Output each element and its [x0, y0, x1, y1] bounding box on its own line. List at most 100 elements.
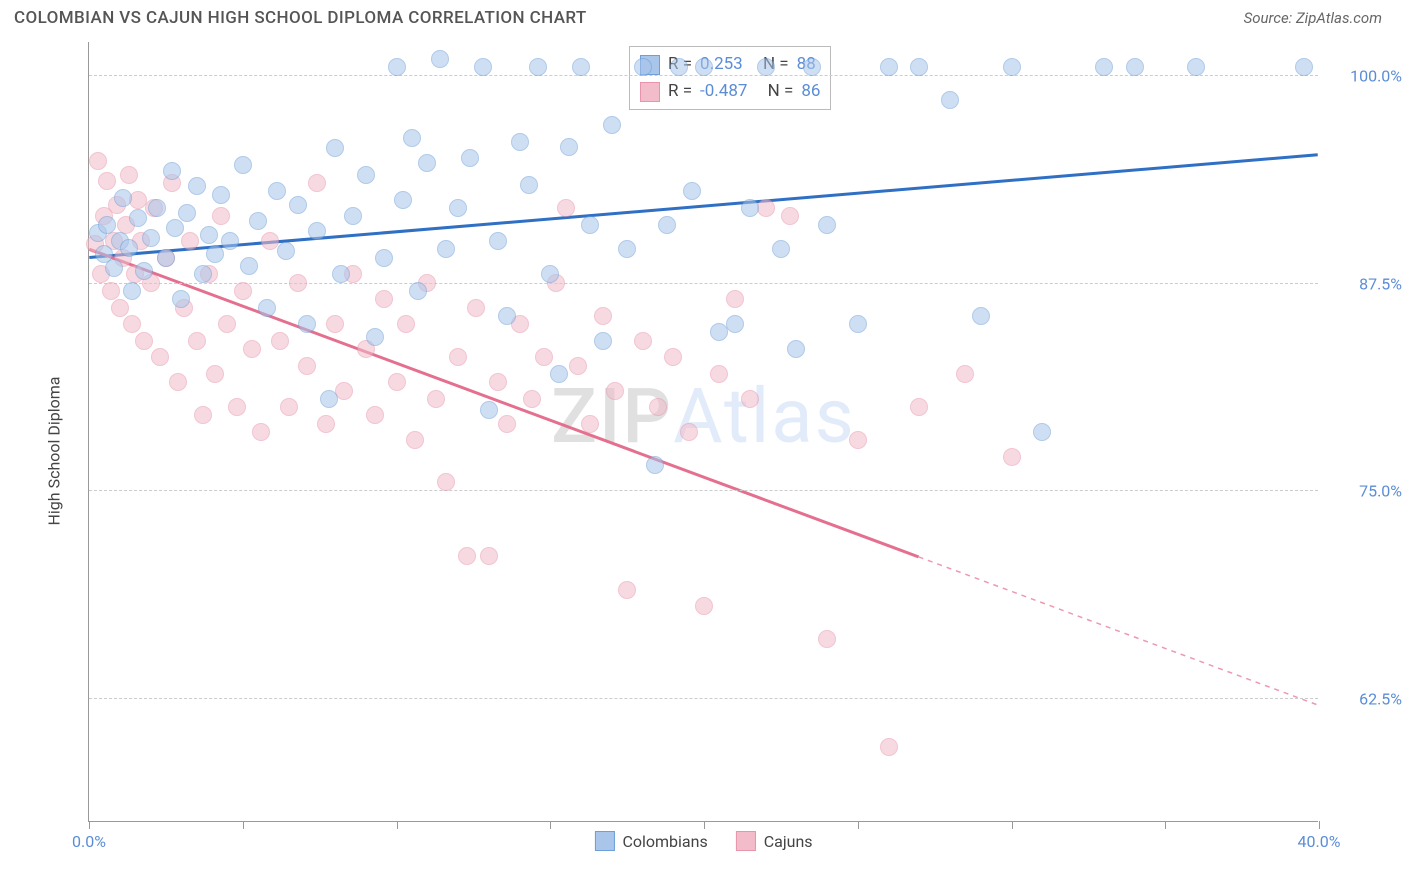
legend-label: Cajuns [764, 832, 813, 851]
point-cajuns [1003, 448, 1021, 466]
point-cajuns [594, 307, 612, 325]
point-colombians [449, 199, 467, 217]
point-colombians [646, 456, 664, 474]
point-colombians [431, 50, 449, 68]
gridline-h: 62.5% [89, 698, 1318, 699]
n-label: N = [768, 78, 794, 105]
point-cajuns [194, 406, 212, 424]
point-colombians [289, 196, 307, 214]
point-cajuns [388, 373, 406, 391]
point-cajuns [366, 406, 384, 424]
point-colombians [221, 232, 239, 250]
point-cajuns [557, 199, 575, 217]
point-colombians [474, 58, 492, 76]
point-cajuns [181, 232, 199, 250]
point-cajuns [498, 415, 516, 433]
point-cajuns [271, 332, 289, 350]
point-cajuns [212, 207, 230, 225]
point-colombians [910, 58, 928, 76]
point-cajuns [375, 290, 393, 308]
swatch-colombians [594, 831, 614, 851]
point-colombians [157, 249, 175, 267]
point-colombians [498, 307, 516, 325]
point-colombians [258, 299, 276, 317]
x-tick [1165, 821, 1166, 829]
x-tick [1319, 821, 1320, 829]
y-tick-label: 62.5% [1359, 689, 1402, 708]
point-cajuns [956, 365, 974, 383]
point-colombians [148, 199, 166, 217]
point-cajuns [169, 373, 187, 391]
point-colombians [98, 216, 116, 234]
y-tick-label: 75.0% [1359, 482, 1402, 501]
point-cajuns [467, 299, 485, 317]
trendline-extrapolated [918, 557, 1317, 705]
chart-header: COLOMBIAN VS CAJUN HIGH SCHOOL DIPLOMA C… [0, 0, 1406, 32]
point-cajuns [680, 423, 698, 441]
point-cajuns [489, 373, 507, 391]
point-cajuns [427, 390, 445, 408]
point-cajuns [243, 340, 261, 358]
point-cajuns [726, 290, 744, 308]
point-colombians [603, 116, 621, 134]
point-colombians [880, 58, 898, 76]
point-cajuns [135, 332, 153, 350]
point-cajuns [781, 207, 799, 225]
point-cajuns [317, 415, 335, 433]
point-cajuns [188, 332, 206, 350]
point-cajuns [618, 581, 636, 599]
point-cajuns [123, 315, 141, 333]
point-colombians [489, 232, 507, 250]
point-colombians [166, 219, 184, 237]
swatch-cajuns [736, 831, 756, 851]
point-colombians [572, 58, 590, 76]
point-cajuns [102, 282, 120, 300]
point-cajuns [326, 315, 344, 333]
point-cajuns [437, 473, 455, 491]
x-tick [89, 821, 90, 829]
point-colombians [658, 216, 676, 234]
legend-item-colombians: Colombians [594, 831, 707, 851]
point-cajuns [606, 382, 624, 400]
point-cajuns [218, 315, 236, 333]
stats-row-colombians: R = 0.253 N = 88 [640, 51, 820, 78]
point-colombians [308, 222, 326, 240]
point-colombians [849, 315, 867, 333]
point-cajuns [535, 348, 553, 366]
point-cajuns [298, 357, 316, 375]
point-cajuns [634, 332, 652, 350]
point-colombians [670, 58, 688, 76]
point-colombians [142, 229, 160, 247]
point-colombians [375, 249, 393, 267]
point-cajuns [89, 152, 107, 170]
point-colombians [581, 216, 599, 234]
point-colombians [461, 149, 479, 167]
legend-label: Colombians [622, 832, 707, 851]
plot-area: ZIPAtlas R = 0.253 N = 88 R = -0.487 N =… [88, 42, 1318, 822]
x-tick [550, 821, 551, 829]
point-colombians [344, 207, 362, 225]
point-colombians [941, 91, 959, 109]
point-cajuns [710, 365, 728, 383]
point-colombians [772, 240, 790, 258]
trendline [89, 249, 918, 557]
point-colombians [178, 204, 196, 222]
point-colombians [120, 239, 138, 257]
point-colombians [200, 226, 218, 244]
point-colombians [726, 315, 744, 333]
point-cajuns [569, 357, 587, 375]
swatch-cajuns [640, 82, 660, 102]
point-cajuns [910, 398, 928, 416]
point-colombians [560, 138, 578, 156]
point-colombians [320, 390, 338, 408]
point-cajuns [397, 315, 415, 333]
point-colombians [163, 162, 181, 180]
point-colombians [1126, 58, 1144, 76]
n-value-cajuns: 86 [801, 78, 820, 105]
chart-container: High School Diploma ZIPAtlas R = 0.253 N… [14, 32, 1394, 870]
gridline-h: 87.5% [89, 283, 1318, 284]
r-label: R = [668, 78, 692, 105]
point-cajuns [818, 630, 836, 648]
point-cajuns [757, 199, 775, 217]
point-colombians [787, 340, 805, 358]
